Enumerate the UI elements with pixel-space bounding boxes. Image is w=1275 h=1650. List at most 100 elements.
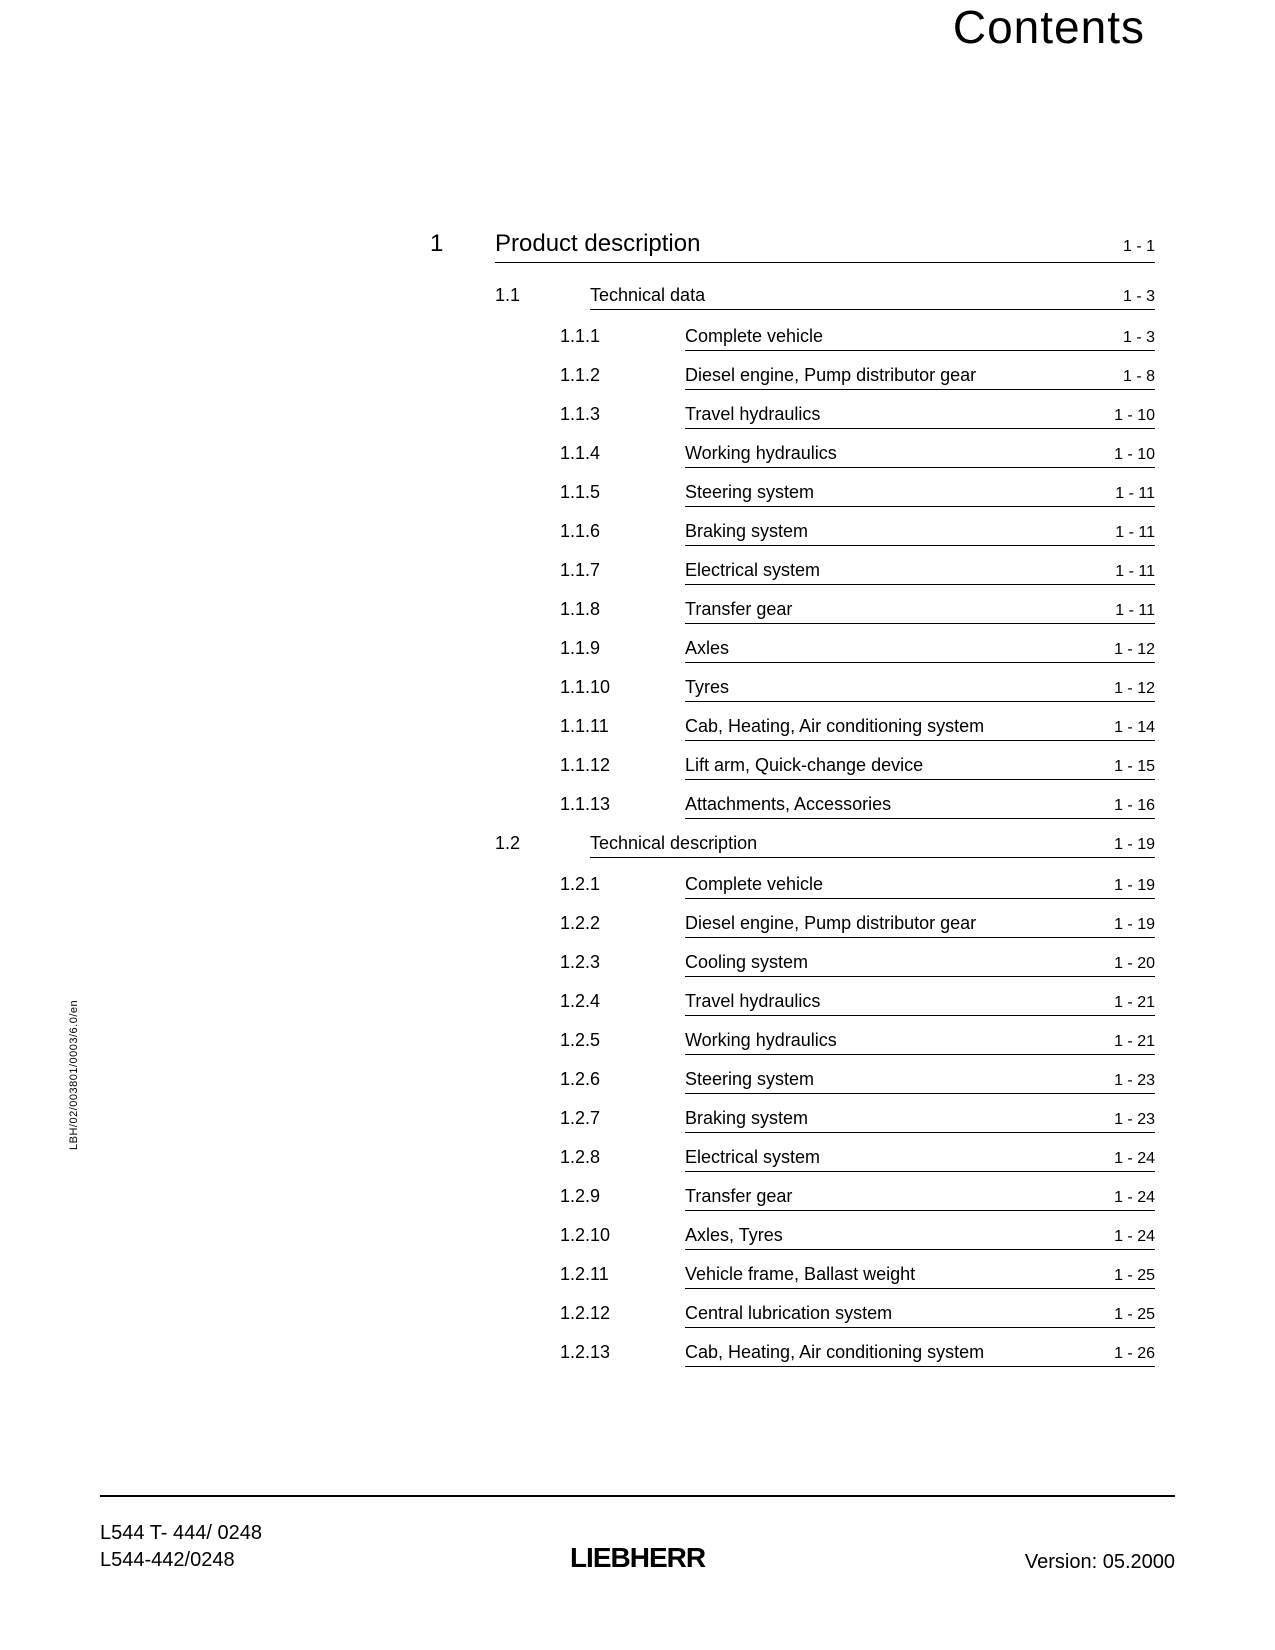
toc-entry-line: Electrical system1 - 11 bbox=[685, 560, 1155, 585]
toc-entry-number: 1.1.2 bbox=[560, 365, 685, 386]
footer-version: Version: 05.2000 bbox=[1025, 1551, 1175, 1574]
toc-entry-page: 1 - 20 bbox=[1114, 955, 1155, 973]
page-title: Contents bbox=[953, 0, 1145, 54]
toc-entry-page: 1 - 10 bbox=[1114, 407, 1155, 425]
toc-entry-line: Working hydraulics 1 - 10 bbox=[685, 443, 1155, 468]
toc-entry-line: Complete vehicle1 - 3 bbox=[685, 326, 1155, 351]
toc-entry-title: Working hydraulics bbox=[685, 1030, 837, 1051]
toc-entry-number: 1.2.5 bbox=[560, 1030, 685, 1051]
toc-entry-line: Vehicle frame, Ballast weight1 - 25 bbox=[685, 1264, 1155, 1289]
toc-entry-number: 1.2.1 bbox=[560, 874, 685, 895]
toc-entry-line: Tyres 1 - 12 bbox=[685, 677, 1155, 702]
footer: L544 T- 444/ 0248 L544-442/0248 LIEBHERR… bbox=[100, 1520, 1175, 1574]
toc-entry: 1.1.2Diesel engine, Pump distributor gea… bbox=[560, 365, 1155, 390]
toc-entry: 1Product description 1 - 1 bbox=[430, 230, 1155, 263]
toc-entry-title: Diesel engine, Pump distributor gear bbox=[685, 365, 976, 386]
toc-entry-line: Working hydraulics 1 - 21 bbox=[685, 1030, 1155, 1055]
toc-entry: 1.2.13Cab, Heating, Air conditioning sys… bbox=[560, 1342, 1155, 1367]
toc-entry-page: 1 - 14 bbox=[1114, 719, 1155, 737]
toc-entry-line: Braking system1 - 23 bbox=[685, 1108, 1155, 1133]
toc-entry-line: Electrical system 1 - 24 bbox=[685, 1147, 1155, 1172]
toc-entry: 1.1.3Travel hydraulics1 - 10 bbox=[560, 404, 1155, 429]
toc-entry-page: 1 - 3 bbox=[1123, 329, 1155, 347]
toc-entry-line: Product description 1 - 1 bbox=[495, 230, 1155, 263]
toc-entry-line: Lift arm, Quick-change device1 - 15 bbox=[685, 755, 1155, 780]
toc-entry-page: 1 - 21 bbox=[1114, 994, 1155, 1012]
toc-entry-page: 1 - 24 bbox=[1114, 1189, 1155, 1207]
toc-entry: 1.1.6Braking system1 - 11 bbox=[560, 521, 1155, 546]
toc-entry-page: 1 - 10 bbox=[1114, 446, 1155, 464]
toc-entry-page: 1 - 16 bbox=[1114, 797, 1155, 815]
toc-entry-number: 1.2.12 bbox=[560, 1303, 685, 1324]
footer-model-line1: L544 T- 444/ 0248 bbox=[100, 1520, 262, 1547]
toc-entry: 1.2.11Vehicle frame, Ballast weight1 - 2… bbox=[560, 1264, 1155, 1289]
toc-entry-title: Tyres bbox=[685, 677, 729, 698]
toc-entry-line: Transfer gear1 - 24 bbox=[685, 1186, 1155, 1211]
toc-entry-number: 1.1.11 bbox=[560, 716, 685, 737]
toc-entry-line: Cab, Heating, Air conditioning system1 -… bbox=[685, 1342, 1155, 1367]
toc-entry-line: Travel hydraulics1 - 10 bbox=[685, 404, 1155, 429]
toc-entry-number: 1.2.13 bbox=[560, 1342, 685, 1363]
toc-entry: 1.2.2Diesel engine, Pump distributor gea… bbox=[560, 913, 1155, 938]
toc-entry-number: 1.1.3 bbox=[560, 404, 685, 425]
toc-entry: 1.1.10Tyres1 - 12 bbox=[560, 677, 1155, 702]
toc-entry: 1.1.11Cab, Heating, Air conditioning sys… bbox=[560, 716, 1155, 741]
toc-entry-page: 1 - 26 bbox=[1114, 1345, 1155, 1363]
toc-entry: 1.2Technical description1 - 19 bbox=[495, 833, 1155, 858]
toc-entry-page: 1 - 21 bbox=[1114, 1033, 1155, 1051]
toc-entry-title: Travel hydraulics bbox=[685, 991, 820, 1012]
toc-entry: 1.2.9Transfer gear1 - 24 bbox=[560, 1186, 1155, 1211]
footer-rule bbox=[100, 1495, 1175, 1497]
toc-entry: 1.2.5Working hydraulics 1 - 21 bbox=[560, 1030, 1155, 1055]
toc-entry-page: 1 - 11 bbox=[1115, 602, 1155, 620]
toc-entry-page: 1 - 19 bbox=[1114, 877, 1155, 895]
toc-entry-number: 1.2.8 bbox=[560, 1147, 685, 1168]
toc-entry-number: 1.2 bbox=[495, 833, 590, 854]
toc-entry-page: 1 - 25 bbox=[1114, 1267, 1155, 1285]
toc-entry-title: Lift arm, Quick-change device bbox=[685, 755, 923, 776]
toc-entry-number: 1.2.7 bbox=[560, 1108, 685, 1129]
toc-entry-page: 1 - 19 bbox=[1114, 916, 1155, 934]
footer-brand-logo: LIEBHERR bbox=[570, 1542, 705, 1574]
toc-entry-page: 1 - 12 bbox=[1114, 641, 1155, 659]
toc-entry-number: 1.2.4 bbox=[560, 991, 685, 1012]
toc-entry: 1.1.1Complete vehicle1 - 3 bbox=[560, 326, 1155, 351]
toc-entry-page: 1 - 11 bbox=[1115, 524, 1155, 542]
toc-entry-title: Diesel engine, Pump distributor gear bbox=[685, 913, 976, 934]
toc-entry-line: Diesel engine, Pump distributor gear 1 - … bbox=[685, 913, 1155, 938]
toc-entry-line: Diesel engine, Pump distributor gear 1 - … bbox=[685, 365, 1155, 390]
toc-entry-line: Axles1 - 12 bbox=[685, 638, 1155, 663]
toc-entry-title: Product description bbox=[495, 230, 700, 258]
toc-entry-page: 1 - 8 bbox=[1123, 368, 1155, 386]
toc-entry: 1.2.6Steering system1 - 23 bbox=[560, 1069, 1155, 1094]
toc-entry-number: 1.2.3 bbox=[560, 952, 685, 973]
toc-entry: 1.1.8Transfer gear1 - 11 bbox=[560, 599, 1155, 624]
toc-entry-title: Electrical system bbox=[685, 1147, 820, 1168]
table-of-contents: 1Product description1 - 11.1Technical da… bbox=[430, 230, 1155, 1381]
toc-entry-number: 1.1.5 bbox=[560, 482, 685, 503]
toc-entry-page: 1 - 12 bbox=[1114, 680, 1155, 698]
toc-entry-number: 1.1.13 bbox=[560, 794, 685, 815]
toc-entry-line: Steering system1 - 11 bbox=[685, 482, 1155, 507]
toc-entry-line: Cab, Heating, Air conditioning system1 -… bbox=[685, 716, 1155, 741]
toc-entry-number: 1.1.6 bbox=[560, 521, 685, 542]
toc-entry-line: Steering system1 - 23 bbox=[685, 1069, 1155, 1094]
toc-entry-number: 1.1.8 bbox=[560, 599, 685, 620]
toc-entry-page: 1 - 23 bbox=[1114, 1111, 1155, 1129]
toc-entry-number: 1 bbox=[430, 230, 495, 258]
toc-entry-title: Steering system bbox=[685, 1069, 814, 1090]
toc-entry: 1.1.5Steering system1 - 11 bbox=[560, 482, 1155, 507]
toc-entry-line: Complete vehicle1 - 19 bbox=[685, 874, 1155, 899]
toc-entry: 1.1.4Working hydraulics 1 - 10 bbox=[560, 443, 1155, 468]
toc-entry-page: 1 - 24 bbox=[1114, 1228, 1155, 1246]
toc-entry-page: 1 - 1 bbox=[1123, 238, 1155, 256]
toc-entry-page: 1 - 24 bbox=[1114, 1150, 1155, 1168]
toc-entry-page: 1 - 3 bbox=[1123, 288, 1155, 306]
toc-entry-title: Working hydraulics bbox=[685, 443, 837, 464]
toc-entry-line: Braking system1 - 11 bbox=[685, 521, 1155, 546]
toc-entry-number: 1.1.9 bbox=[560, 638, 685, 659]
toc-entry-number: 1.1 bbox=[495, 285, 590, 306]
toc-entry-line: Cooling system1 - 20 bbox=[685, 952, 1155, 977]
toc-entry-number: 1.1.4 bbox=[560, 443, 685, 464]
side-document-id: LBH/02/003801/0003/6.0/en bbox=[68, 1000, 80, 1150]
